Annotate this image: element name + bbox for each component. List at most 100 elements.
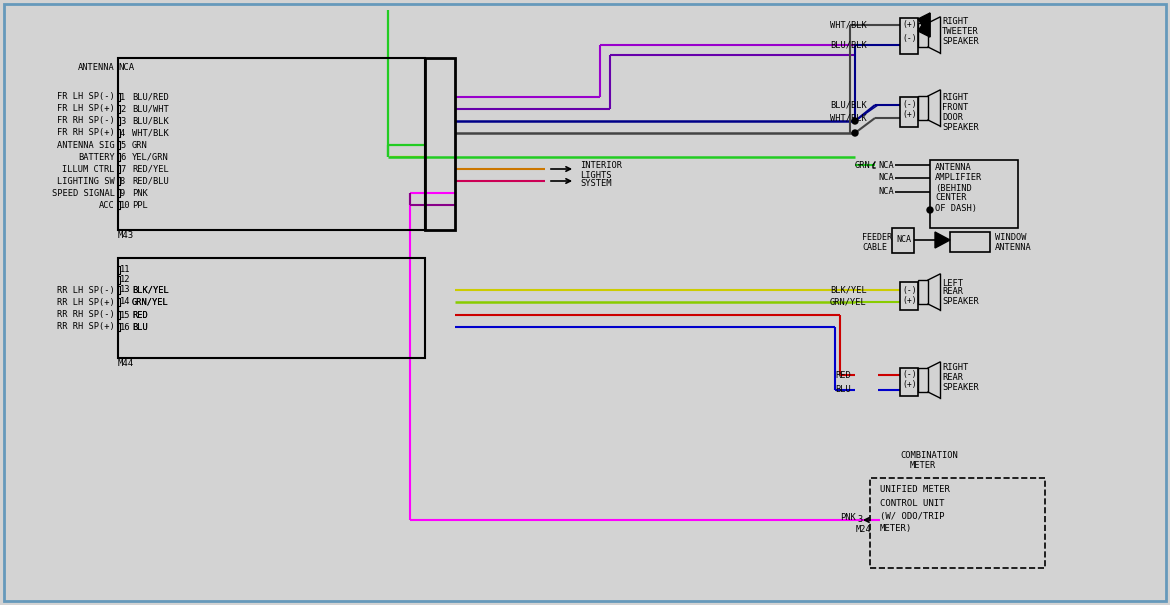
Text: METER: METER	[910, 460, 936, 469]
Text: BLK/YEL: BLK/YEL	[830, 286, 867, 295]
Text: (-): (-)	[902, 100, 916, 110]
Text: (-): (-)	[902, 370, 916, 379]
Text: M24: M24	[856, 526, 872, 534]
Text: CENTER: CENTER	[935, 194, 966, 203]
Text: INTERIOR: INTERIOR	[580, 162, 622, 171]
Text: BLU/WHT: BLU/WHT	[132, 105, 168, 114]
Text: NCA: NCA	[118, 64, 135, 73]
Text: RED: RED	[132, 310, 147, 319]
Text: 14: 14	[121, 298, 131, 307]
Text: 2: 2	[121, 105, 125, 114]
Text: RED/YEL: RED/YEL	[132, 165, 168, 174]
Text: (+): (+)	[902, 21, 916, 30]
Bar	[950, 232, 990, 252]
Text: BLU/BLK: BLU/BLK	[132, 117, 168, 125]
Text: ANTENNA SIG: ANTENNA SIG	[57, 140, 115, 149]
Text: CONTROL UNIT: CONTROL UNIT	[880, 499, 944, 508]
Text: 7: 7	[121, 165, 125, 174]
Text: (-): (-)	[902, 33, 916, 42]
Text: 3: 3	[856, 515, 862, 525]
Bar	[900, 282, 918, 310]
Text: RR LH SP(-): RR LH SP(-)	[57, 286, 115, 295]
Text: (W/ ODO/TRIP: (W/ ODO/TRIP	[880, 511, 944, 520]
Text: TWEETER: TWEETER	[942, 27, 979, 36]
Text: 16: 16	[121, 322, 131, 332]
Bar	[918, 280, 928, 304]
Text: NCA: NCA	[896, 235, 911, 244]
Text: NCA: NCA	[878, 160, 894, 169]
Text: 15: 15	[121, 310, 131, 319]
Text: SPEED SIGNAL: SPEED SIGNAL	[51, 189, 115, 197]
Text: 1: 1	[121, 93, 125, 102]
Text: WHT/BLK: WHT/BLK	[132, 128, 168, 137]
Text: SPEAKER: SPEAKER	[942, 298, 979, 307]
Text: BATTERY: BATTERY	[78, 152, 115, 162]
Text: FRONT: FRONT	[942, 103, 969, 113]
Text: WHT/BLK: WHT/BLK	[830, 114, 867, 122]
Text: 8: 8	[121, 177, 125, 186]
Text: M44: M44	[118, 359, 135, 367]
Text: ANTENNA: ANTENNA	[935, 163, 972, 172]
Text: GRN: GRN	[132, 140, 147, 149]
Text: (BEHIND: (BEHIND	[935, 183, 972, 192]
Text: BLU/BLK: BLU/BLK	[830, 41, 867, 50]
Text: 10: 10	[121, 200, 131, 209]
Text: OF DASH): OF DASH)	[935, 203, 977, 212]
Text: 3: 3	[121, 117, 125, 125]
Text: M43: M43	[118, 231, 135, 240]
Bar	[425, 58, 455, 230]
Text: BLK/YEL: BLK/YEL	[132, 286, 168, 295]
Bar	[118, 258, 425, 358]
Text: BLU: BLU	[835, 385, 851, 394]
Circle shape	[852, 118, 858, 124]
Text: SPEAKER: SPEAKER	[942, 122, 979, 131]
Circle shape	[852, 130, 858, 136]
Text: DOOR: DOOR	[942, 113, 963, 122]
Bar	[930, 160, 1018, 228]
Text: ANTENNA: ANTENNA	[78, 64, 115, 73]
Text: GRN/YEL: GRN/YEL	[830, 298, 867, 307]
Bar	[918, 23, 928, 47]
Text: BLU: BLU	[132, 322, 147, 332]
Text: BLK/YEL: BLK/YEL	[132, 286, 168, 295]
Text: RR LH SP(+): RR LH SP(+)	[57, 298, 115, 307]
Text: LIGHTS: LIGHTS	[580, 171, 612, 180]
Bar	[900, 18, 918, 54]
Text: WINDOW: WINDOW	[994, 232, 1026, 241]
Text: LIGHTING SW: LIGHTING SW	[57, 177, 115, 186]
Bar	[918, 368, 928, 392]
Text: GRN/YEL: GRN/YEL	[132, 298, 168, 307]
Text: FR RH SP(+): FR RH SP(+)	[57, 128, 115, 137]
Polygon shape	[918, 13, 930, 37]
Text: COMBINATION: COMBINATION	[900, 451, 958, 460]
Text: 9: 9	[121, 189, 125, 197]
Text: FR RH SP(-): FR RH SP(-)	[57, 117, 115, 125]
Text: 12: 12	[121, 275, 131, 284]
Text: SPEAKER: SPEAKER	[942, 38, 979, 47]
Text: 6: 6	[121, 152, 125, 162]
Text: AMPLIFIER: AMPLIFIER	[935, 174, 983, 183]
Text: 11: 11	[121, 266, 131, 275]
Text: (-): (-)	[902, 286, 916, 295]
Text: ACC: ACC	[99, 200, 115, 209]
Circle shape	[927, 207, 932, 213]
Text: RIGHT: RIGHT	[942, 18, 969, 27]
Text: NCA: NCA	[878, 174, 894, 183]
Text: METER): METER)	[880, 525, 913, 534]
Bar	[918, 96, 928, 120]
Text: RED: RED	[132, 310, 147, 319]
Bar	[900, 368, 918, 396]
Text: RED: RED	[835, 370, 851, 379]
Text: RR RH SP(+): RR RH SP(+)	[57, 322, 115, 332]
Text: ILLUM CTRL: ILLUM CTRL	[62, 165, 115, 174]
Text: SYSTEM: SYSTEM	[580, 180, 612, 189]
Text: 13: 13	[121, 286, 131, 295]
Text: ANTENNA: ANTENNA	[994, 243, 1032, 252]
Polygon shape	[918, 13, 930, 37]
Text: UNIFIED METER: UNIFIED METER	[880, 485, 950, 494]
Text: SPEAKER: SPEAKER	[942, 384, 979, 393]
Text: REAR: REAR	[942, 373, 963, 382]
Bar	[870, 478, 1045, 568]
Polygon shape	[935, 232, 950, 248]
Bar	[900, 97, 918, 127]
